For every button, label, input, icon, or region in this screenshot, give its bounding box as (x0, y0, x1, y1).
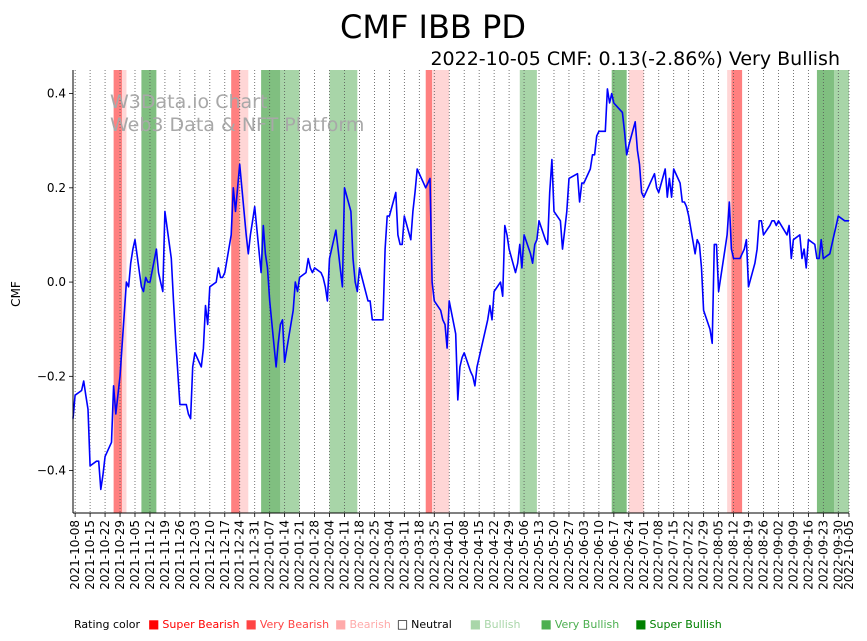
rating-band-5 (261, 70, 281, 513)
x-tick-label-35: 2022-06-10 (592, 520, 606, 590)
x-tick-label-51: 2022-09-30 (831, 520, 845, 590)
x-tick-label-36: 2022-06-17 (607, 520, 621, 590)
x-tick-label-32: 2022-05-20 (547, 520, 561, 590)
x-tick-label-50: 2022-09-23 (816, 520, 830, 590)
x-tick-label-7: 2021-11-26 (173, 520, 187, 590)
rating-band-0 (113, 70, 123, 513)
cmf-series (72, 88, 849, 491)
x-tick-label-41: 2022-07-22 (682, 520, 696, 590)
x-tick-label-28: 2022-04-22 (487, 520, 501, 590)
watermark-line-2: Web3 Data & NFT Platform (110, 114, 364, 136)
rating-band-10 (519, 70, 537, 513)
rating-band-16 (834, 70, 849, 513)
chart-title: CMF IBB PD (340, 8, 526, 46)
rating-band-11 (611, 70, 627, 513)
rating-band-2 (141, 70, 157, 513)
x-tick-label-20: 2022-02-25 (367, 520, 381, 590)
rating-band-8 (425, 70, 433, 513)
y-axis-label: CMF (9, 281, 23, 307)
x-tick-label-12: 2021-12-31 (248, 520, 262, 590)
x-tick-label-27: 2022-04-15 (472, 520, 486, 590)
x-tick-label-19: 2022-02-18 (352, 520, 366, 590)
cmf-line-0 (72, 88, 849, 491)
x-tick-label-48: 2022-09-09 (786, 520, 800, 590)
x-tick-label-34: 2022-06-03 (577, 520, 591, 590)
x-tick-label-26: 2022-04-08 (457, 520, 471, 590)
axes: 2021-10-08 2021-10-15 2021-10-22 2021-10-29… (37, 70, 856, 590)
x-tick-label-43: 2022-08-05 (712, 520, 726, 590)
y-tick-label-2: 0.0 (47, 275, 66, 289)
vertical-grid (74, 70, 850, 513)
x-tick-label-45: 2022-08-19 (742, 520, 756, 590)
x-tick-label-47: 2022-09-02 (771, 520, 785, 590)
rating-band-15 (816, 70, 835, 513)
x-tick-label-37: 2022-06-24 (622, 520, 636, 590)
x-tick-label-3: 2021-10-29 (113, 520, 127, 590)
x-tick-label-14: 2022-01-14 (278, 520, 292, 590)
x-tick-label-31: 2022-05-13 (532, 520, 546, 590)
x-tick-label-10: 2021-12-17 (218, 520, 232, 590)
rating-band-1 (122, 70, 127, 513)
x-tick-label-46: 2022-08-26 (756, 520, 770, 590)
chart-subtitle: 2022-10-05 CMF: 0.13(-2.86%) Very Bullis… (430, 48, 840, 70)
x-tick-label-33: 2022-05-27 (562, 520, 576, 590)
x-tick-label-30: 2022-05-06 (517, 520, 531, 590)
x-tick-label-38: 2022-07-01 (637, 520, 651, 590)
x-tick-label-15: 2022-01-21 (293, 520, 307, 590)
x-tick-label-17: 2022-02-04 (323, 520, 337, 590)
y-tick-label-0: −0.4 (37, 464, 66, 478)
x-tick-label-13: 2022-01-07 (263, 520, 277, 590)
rating-band-13 (727, 70, 732, 513)
legend-title: Rating color (74, 617, 141, 631)
legend-item-very-bullish: ■ Very Bullish (540, 617, 620, 631)
rating-band-9 (432, 70, 450, 513)
y-tick-label-3: 0.2 (47, 181, 66, 195)
rating-bands (113, 70, 849, 513)
rating-band-6 (280, 70, 300, 513)
x-tick-label-21: 2022-03-04 (382, 520, 396, 590)
x-tick-label-24: 2022-03-25 (427, 520, 441, 590)
legend-item-bullish: ■ Bullish (469, 617, 521, 631)
x-tick-label-2: 2021-10-22 (98, 520, 112, 590)
rating-band-4 (239, 70, 249, 513)
x-tick-label-49: 2022-09-16 (801, 520, 815, 590)
rating-band-14 (731, 70, 743, 513)
x-tick-label-11: 2021-12-24 (233, 520, 247, 590)
x-tick-label-6: 2021-11-19 (158, 520, 172, 590)
x-tick-label-23: 2022-03-18 (412, 520, 426, 590)
x-tick-label-5: 2021-11-12 (143, 520, 157, 590)
rating-legend: Rating color ■ Super Bearish ■ Very Bearis… (74, 617, 728, 631)
watermark-line-1: W3Data.io Chart (110, 91, 267, 113)
legend-item-bearish: ■ Bearish (335, 617, 391, 631)
legend-item-neutral: □ Neutral (396, 617, 452, 631)
x-tick-label-44: 2022-08-12 (727, 520, 741, 590)
x-tick-label-16: 2022-01-28 (308, 520, 322, 590)
x-tick-label-22: 2022-03-11 (397, 520, 411, 590)
x-tick-label-18: 2022-02-11 (337, 520, 351, 590)
legend-item-very-bearish: ■ Very Bearish (245, 617, 330, 631)
x-tick-label-8: 2021-12-03 (188, 520, 202, 590)
rating-band-7 (329, 70, 358, 513)
x-tick-label-9: 2021-12-10 (203, 520, 217, 590)
x-tick-label-1: 2021-10-15 (83, 520, 97, 590)
x-tick-label-4: 2021-11-05 (128, 520, 142, 590)
x-tick-label-0: 2021-10-08 (68, 520, 82, 590)
legend-item-super-bearish: ■ Super Bearish (148, 617, 240, 631)
x-tick-label-42: 2022-07-29 (697, 520, 711, 590)
rating-band-3 (231, 70, 240, 513)
x-tick-label-39: 2022-07-08 (652, 520, 666, 590)
x-tick-label-25: 2022-04-01 (442, 520, 456, 590)
y-tick-label-4: 0.4 (47, 87, 66, 101)
x-tick-label-40: 2022-07-15 (667, 520, 681, 590)
y-tick-label-1: −0.2 (37, 369, 66, 383)
x-tick-label-52: 2022-10-05 (842, 520, 856, 590)
legend-item-super-bullish: ■ Super Bullish (635, 617, 722, 631)
x-tick-label-29: 2022-04-29 (502, 520, 516, 590)
